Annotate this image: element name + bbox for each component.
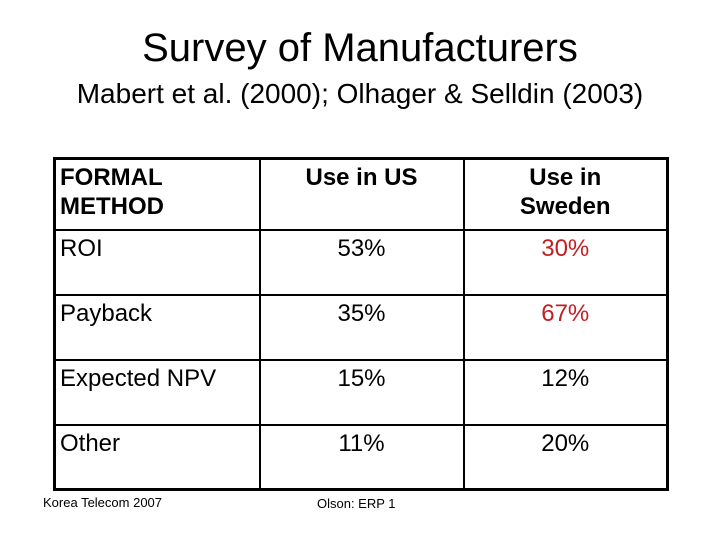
table-row-payback: Payback 35% 67% (53, 293, 669, 361)
column-header-formal-method-label: FORMAL METHOD (60, 164, 164, 220)
sweden-value-cell: 20% (462, 423, 669, 491)
footer-company-text: Korea Telecom 2007 (43, 495, 163, 510)
column-header-use-in-sweden-label: Use in Sweden (519, 164, 611, 220)
us-value-cell: 53% (258, 228, 465, 296)
slide-title: Survey of Manufacturers (142, 26, 578, 70)
survey-table: FORMAL METHOD Use in US Use in Sweden RO… (53, 157, 669, 491)
column-header-formal-method: FORMAL METHOD (53, 157, 261, 231)
table-header-row: FORMAL METHOD Use in US Use in Sweden (53, 157, 669, 231)
sweden-value-cell: 12% (462, 358, 669, 426)
method-cell: Other (53, 423, 261, 491)
method-cell: Expected NPV (53, 358, 261, 426)
column-header-use-in-us: Use in US (258, 157, 465, 231)
method-cell: Payback (53, 293, 261, 361)
sweden-value-cell: 30% (462, 228, 669, 296)
table-row-other: Other 11% 20% (53, 423, 669, 491)
us-value-cell: 35% (258, 293, 465, 361)
us-value-cell: 15% (258, 358, 465, 426)
column-header-use-in-sweden: Use in Sweden (462, 157, 669, 231)
us-value-cell: 11% (258, 423, 465, 491)
table-row-roi: ROI 53% 30% (53, 228, 669, 296)
table-row-expected-npv: Expected NPV 15% 12% (53, 358, 669, 426)
sweden-value-cell: 67% (462, 293, 669, 361)
method-cell: ROI (53, 228, 261, 296)
slide-subtitle: Mabert et al. (2000); Olhager & Selldin … (76, 78, 644, 109)
footer-source-text: Olson: ERP 1 (317, 496, 396, 511)
